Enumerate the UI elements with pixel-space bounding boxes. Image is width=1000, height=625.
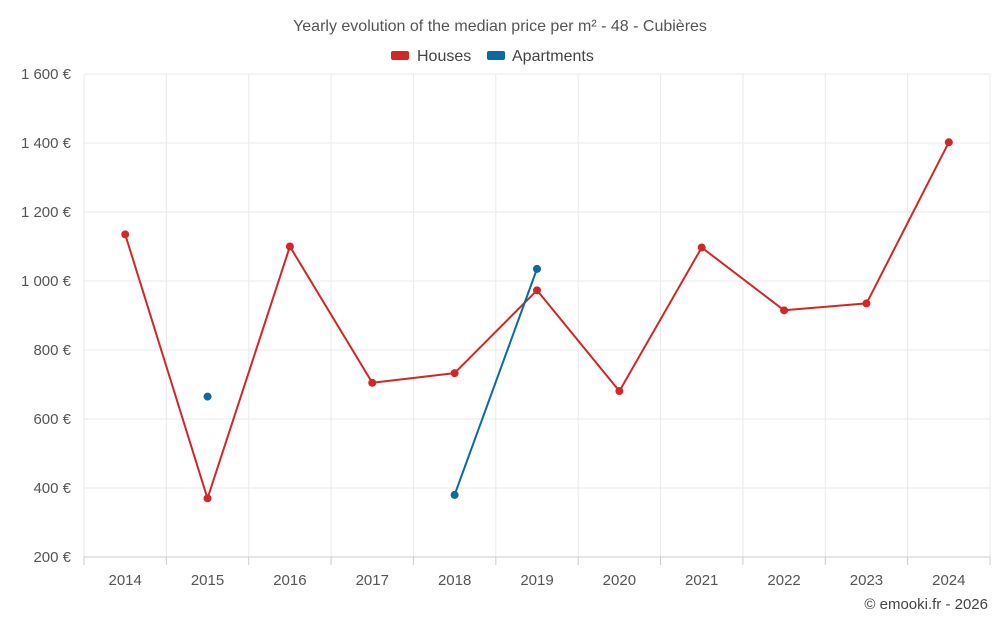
x-tick-label: 2021: [685, 572, 718, 589]
data-point-apartments-2018[interactable]: [450, 490, 459, 499]
data-point-houses-2022[interactable]: [780, 306, 789, 315]
data-point-houses-2018[interactable]: [450, 369, 459, 378]
series-line-apartments: [453, 268, 538, 496]
legend-label-apartments: Apartments: [512, 48, 594, 65]
chart-title: Yearly evolution of the median price per…: [293, 18, 707, 35]
data-point-houses-2017[interactable]: [368, 378, 377, 387]
series-houses: [121, 138, 953, 503]
y-tick-label: 1 000 €: [21, 273, 72, 290]
legend-swatch-houses: [391, 51, 409, 60]
chart-credit: © emooki.fr - 2026: [864, 596, 988, 613]
data-point-houses-2014[interactable]: [121, 230, 130, 239]
y-tick-label: 200 €: [33, 549, 71, 566]
x-tick-label: 2016: [273, 572, 306, 589]
series-layer: [121, 138, 953, 503]
y-tick-label: 800 €: [33, 342, 71, 359]
x-tick-label: 2015: [191, 572, 224, 589]
y-tick-label: 1 400 €: [21, 135, 72, 152]
data-point-houses-2024[interactable]: [944, 138, 953, 147]
y-tick-label: 600 €: [33, 411, 71, 428]
grid-lines: [83, 73, 991, 557]
data-point-apartments-2019[interactable]: [533, 264, 541, 273]
data-point-houses-2021[interactable]: [697, 243, 706, 252]
legend-label-houses: Houses: [417, 48, 471, 65]
chart-legend: Houses Apartments: [391, 48, 594, 65]
data-point-houses-2023[interactable]: [862, 299, 871, 308]
x-tick-label: 2022: [767, 572, 800, 589]
x-tick-label: 2019: [520, 572, 553, 589]
data-point-houses-2020[interactable]: [615, 387, 624, 396]
x-tick-label: 2023: [850, 572, 883, 589]
x-tick-label: 2014: [108, 572, 141, 589]
y-axis-ticks: 200 € 400 € 600 € 800 € 1 000 € 1 200 € 1 400 …: [21, 66, 72, 566]
x-tick-label: 2018: [438, 572, 471, 589]
y-tick-label: 1 600 €: [21, 66, 72, 83]
y-tick-label: 1 200 €: [21, 204, 72, 221]
x-axis-ticks: 2014 2015 2016 2017 2018 2019 2020 2021 2022 2023…: [108, 572, 965, 589]
legend-item-apartments[interactable]: Apartments: [487, 48, 594, 65]
x-tick-label: 2017: [356, 572, 389, 589]
legend-item-houses[interactable]: Houses: [391, 48, 471, 65]
data-point-apartments-2015[interactable]: [203, 392, 212, 401]
x-tick-label: 2024: [932, 572, 965, 589]
data-point-houses-2019[interactable]: [533, 286, 541, 295]
data-point-houses-2016[interactable]: [285, 242, 294, 251]
legend-swatch-apartments: [487, 51, 505, 60]
data-point-houses-2015[interactable]: [203, 494, 212, 503]
axes: [83, 556, 991, 565]
series-apartments: [203, 264, 541, 499]
x-tick-label: 2020: [603, 572, 636, 589]
y-tick-label: 400 €: [33, 480, 71, 497]
